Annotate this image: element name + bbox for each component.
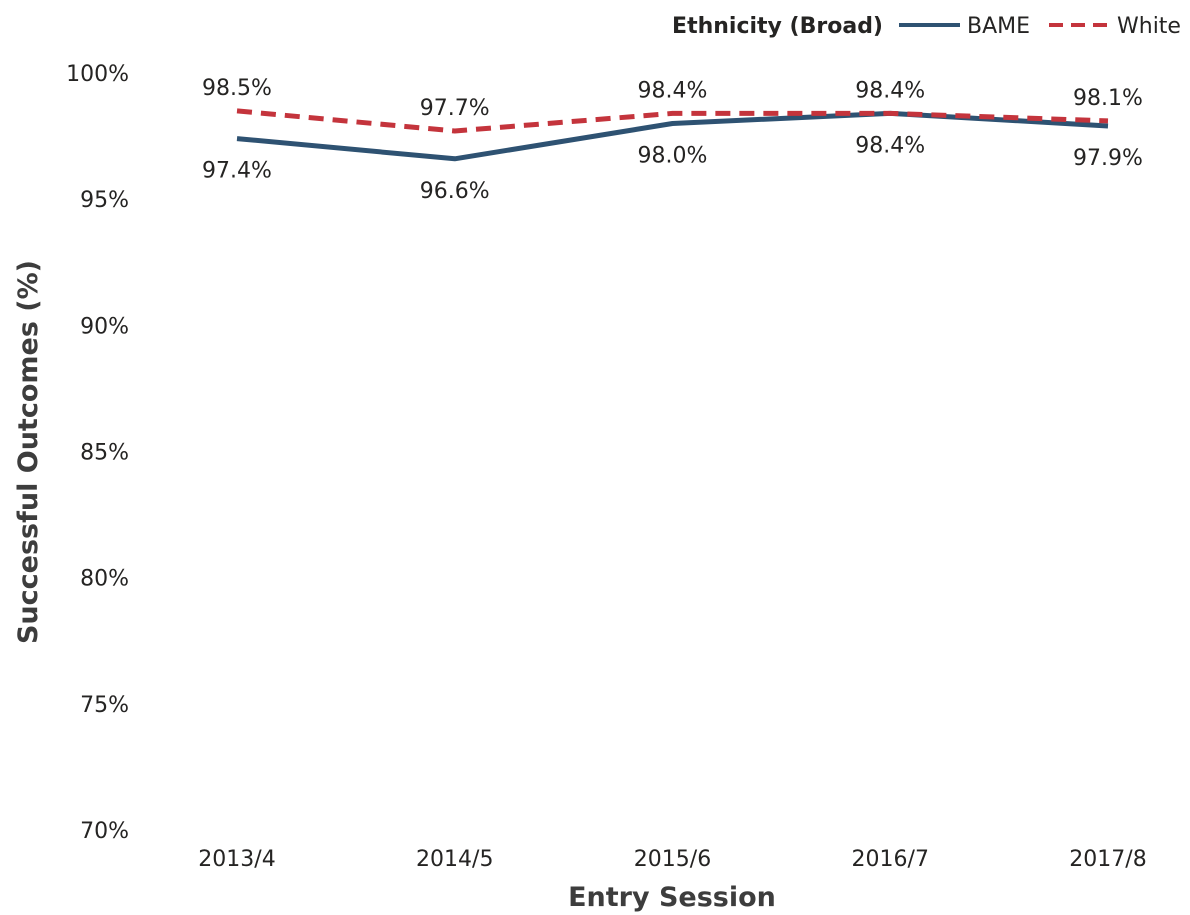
x-axis-ticks: 2013/4 2014/5 2015/6 2016/7 2017/8 <box>198 847 1146 872</box>
legend: Ethnicity (Broad) BAME White <box>672 14 1181 39</box>
y-axis-ticks: 70% 75% 80% 85% 90% 95% 100% <box>66 62 129 844</box>
y-tick-label: 95% <box>80 188 129 213</box>
series-line-white <box>236 108 1109 134</box>
x-tick-label: 2017/8 <box>1069 847 1146 872</box>
y-tick-label: 90% <box>80 314 129 339</box>
legend-title: Ethnicity (Broad) <box>672 14 883 39</box>
x-tick-label: 2016/7 <box>852 847 929 872</box>
x-tick-label: 2013/4 <box>198 847 275 872</box>
data-label-bame: 98.0% <box>638 143 708 168</box>
y-tick-label: 80% <box>80 567 129 592</box>
data-label-white: 98.5% <box>202 76 272 101</box>
data-label-white: 97.7% <box>420 96 490 121</box>
y-tick-label: 85% <box>80 441 129 466</box>
data-labels: 98.5% 97.4% 97.7% 96.6% 98.4% 98.0% 98.4% 98.4%… <box>202 76 1143 204</box>
legend-label-white: White <box>1117 14 1181 39</box>
series-lines <box>236 108 1109 162</box>
y-tick-label: 75% <box>80 693 129 718</box>
x-axis-title: Entry Session <box>568 882 776 913</box>
x-tick-label: 2015/6 <box>634 847 711 872</box>
x-tick-label: 2014/5 <box>416 847 493 872</box>
y-tick-label: 70% <box>80 819 129 844</box>
data-label-white: 98.4% <box>638 78 708 103</box>
legend-label-bame: BAME <box>967 14 1030 39</box>
data-label-white: 98.4% <box>855 78 925 103</box>
data-label-bame: 97.4% <box>202 159 272 184</box>
data-label-white: 98.1% <box>1073 86 1143 111</box>
data-label-bame: 97.9% <box>1073 146 1143 171</box>
data-label-bame: 98.4% <box>855 133 925 158</box>
data-label-bame: 96.6% <box>420 179 490 204</box>
y-axis-title: Successful Outcomes (%) <box>13 260 44 644</box>
y-tick-label: 100% <box>66 62 129 87</box>
